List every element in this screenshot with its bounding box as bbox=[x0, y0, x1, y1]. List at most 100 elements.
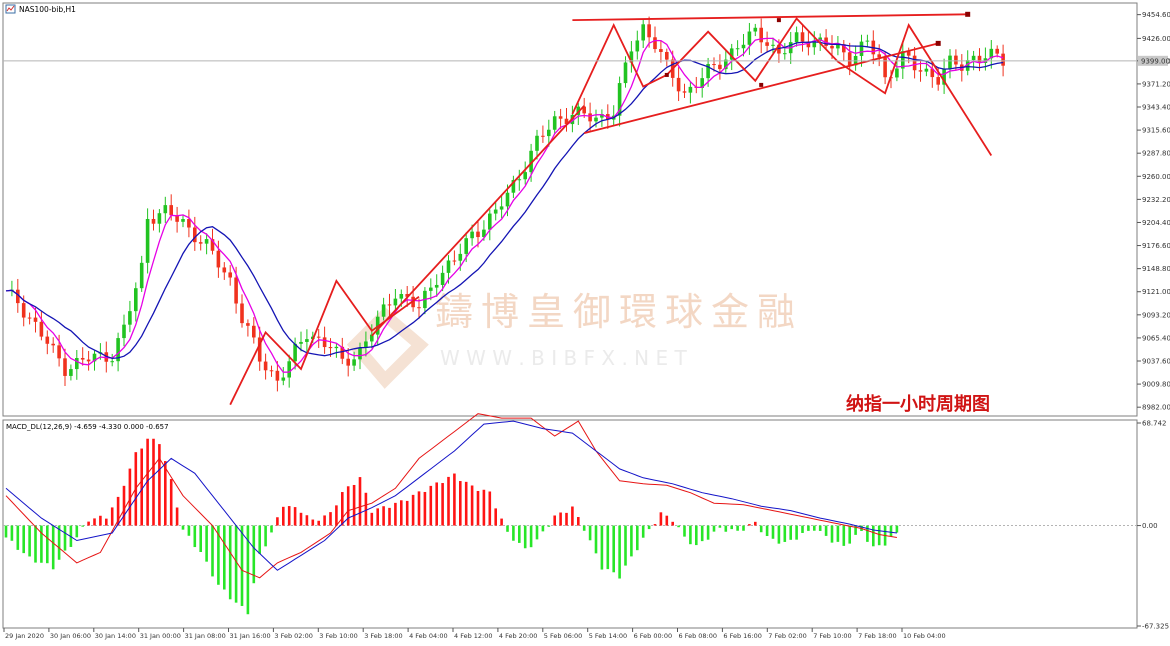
candle-body bbox=[116, 338, 120, 362]
macd-hist-bar bbox=[895, 525, 899, 533]
candle-body bbox=[547, 129, 551, 137]
candle-body bbox=[706, 64, 710, 79]
candle-body bbox=[21, 303, 26, 318]
trend-line-endpoint bbox=[965, 11, 971, 17]
candle-body bbox=[417, 307, 421, 309]
macd-hist-bar bbox=[152, 438, 155, 526]
macd-hist-bar bbox=[476, 490, 480, 526]
macd-hist-bar bbox=[624, 525, 627, 566]
candle-body bbox=[446, 260, 451, 273]
candle-body bbox=[157, 213, 162, 224]
candle-body bbox=[334, 346, 339, 349]
macd-hist-bar bbox=[512, 525, 515, 541]
macd-hist-bar bbox=[16, 525, 20, 550]
time-tick-label: 7 Feb 02:00 bbox=[768, 632, 807, 640]
macd-hist-bar bbox=[364, 492, 368, 526]
candle-body bbox=[676, 77, 681, 92]
candle-body bbox=[623, 62, 628, 84]
macd-hist-bar bbox=[677, 525, 680, 528]
candle-body bbox=[145, 218, 150, 263]
candle-body bbox=[476, 231, 480, 238]
watermark-logo-icon bbox=[346, 306, 429, 389]
macd-hist-bar bbox=[506, 525, 509, 532]
candle-body bbox=[429, 287, 433, 291]
candle-body bbox=[806, 41, 811, 48]
macd-hist-bar bbox=[335, 505, 338, 526]
candle-body bbox=[187, 219, 191, 228]
macd-hist-bar bbox=[500, 518, 503, 526]
candle-body bbox=[493, 209, 498, 214]
candle-body bbox=[128, 311, 132, 325]
macd-hist-bar bbox=[464, 481, 468, 526]
candle-body bbox=[287, 361, 291, 378]
macd-hist-bar bbox=[494, 508, 497, 526]
macd-hist-bar bbox=[270, 525, 273, 533]
candle-body bbox=[169, 205, 173, 216]
time-tick-label: 5 Feb 14:00 bbox=[589, 632, 628, 640]
macd-hist-bar bbox=[665, 515, 669, 526]
time-tick-label: 30 Jan 14:00 bbox=[95, 632, 136, 640]
trend-line-endpoint bbox=[935, 40, 941, 46]
watermark: 鑄博皇御環球金融 W W W . B I B F X . N E T bbox=[346, 290, 795, 389]
macd-hist-bar bbox=[346, 486, 350, 526]
candle-body bbox=[777, 44, 781, 54]
candle-body bbox=[576, 106, 581, 115]
macd-hist-bar bbox=[293, 507, 297, 526]
candle-body bbox=[617, 83, 622, 116]
macd-hist-bar bbox=[441, 483, 444, 526]
candle-body bbox=[134, 288, 138, 312]
candle-body bbox=[989, 48, 994, 59]
candle-body bbox=[151, 218, 156, 224]
candle-body bbox=[228, 272, 232, 278]
macd-hist-bar bbox=[193, 525, 197, 548]
macd-hist-bar bbox=[110, 507, 114, 526]
macd-tick-label: -67.325 bbox=[1142, 623, 1169, 631]
macd-hist-bar bbox=[46, 525, 49, 564]
macd-hist-bar bbox=[234, 525, 238, 603]
candle-body bbox=[523, 172, 527, 180]
candle-body bbox=[464, 238, 468, 254]
chart-icon-line bbox=[6, 5, 15, 12]
candle-body bbox=[305, 339, 309, 342]
candle-body bbox=[812, 40, 817, 48]
macd-hist-bar bbox=[695, 525, 698, 546]
macd-hist-bar bbox=[754, 521, 757, 526]
candle-body bbox=[381, 304, 386, 317]
macd-hist-bar bbox=[370, 512, 374, 526]
candle-body bbox=[552, 116, 557, 130]
candle-body bbox=[912, 55, 917, 71]
trend-line bbox=[572, 13, 968, 21]
macd-hist-bar bbox=[128, 468, 132, 526]
candle-body bbox=[370, 334, 374, 342]
macd-hist-bar bbox=[323, 515, 326, 526]
macd-hist-bar bbox=[459, 481, 462, 526]
time-tick-label: 6 Feb 16:00 bbox=[723, 632, 762, 640]
candle-body bbox=[240, 303, 244, 324]
macd-panel[interactable]: MACD_DL(12,26,9) -4.659 -4.330 0.000 -0.… bbox=[2, 413, 1138, 629]
price-panel[interactable]: 鑄博皇御環球金融 W W W . B I B F X . N E T NAS100… bbox=[2, 2, 1138, 417]
time-tick-label: 3 Feb 18:00 bbox=[364, 632, 403, 640]
candle-body bbox=[700, 78, 704, 88]
candle-body bbox=[818, 37, 822, 41]
candle-body bbox=[269, 370, 274, 372]
macd-hist-bar bbox=[736, 525, 739, 531]
macd-hist-bar bbox=[4, 525, 8, 538]
macd-hist-bar bbox=[518, 525, 521, 543]
macd-hist-bar bbox=[246, 525, 250, 615]
macd-hist-bar bbox=[848, 525, 851, 544]
candle-body bbox=[859, 41, 864, 56]
candle-body bbox=[263, 361, 268, 371]
trend-marker bbox=[759, 82, 764, 87]
macd-hist-bar bbox=[577, 517, 580, 526]
candle-body bbox=[399, 294, 404, 299]
macd-hist-bar bbox=[653, 524, 657, 526]
symbol-header: NAS100-bib,H1 bbox=[5, 4, 76, 14]
time-tick-label: 30 Jan 06:00 bbox=[50, 632, 91, 640]
candle-body bbox=[405, 294, 409, 297]
current-price-value: 9399.00 bbox=[1141, 57, 1170, 65]
macd-tick-label: 68.742 bbox=[1142, 420, 1167, 428]
candle-body bbox=[647, 24, 651, 38]
candle-body bbox=[564, 118, 569, 125]
chart-annotation: 纳指一小时周期图 bbox=[846, 393, 990, 415]
